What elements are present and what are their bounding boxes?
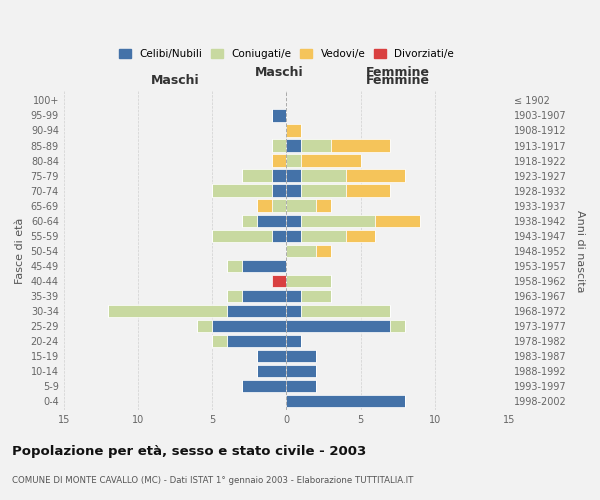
Bar	[272, 230, 286, 242]
Bar	[390, 320, 405, 332]
Bar	[212, 335, 227, 347]
Y-axis label: Anni di nascita: Anni di nascita	[575, 210, 585, 292]
Bar	[242, 260, 286, 272]
Bar	[286, 350, 316, 362]
Bar	[286, 200, 316, 212]
Bar	[257, 365, 286, 377]
Bar	[301, 214, 376, 227]
Bar	[286, 244, 316, 257]
Bar	[257, 350, 286, 362]
Bar	[257, 200, 272, 212]
Bar	[272, 110, 286, 122]
Bar	[286, 320, 390, 332]
Bar	[272, 274, 286, 287]
Bar	[301, 140, 331, 151]
Bar	[197, 320, 212, 332]
Bar	[316, 200, 331, 212]
Bar	[376, 214, 420, 227]
Bar	[346, 230, 376, 242]
Bar	[272, 170, 286, 182]
Bar	[286, 124, 301, 136]
Bar	[301, 170, 346, 182]
Bar	[301, 290, 331, 302]
Bar	[212, 230, 272, 242]
Bar	[242, 214, 257, 227]
Bar	[346, 170, 405, 182]
Bar	[286, 365, 316, 377]
Bar	[286, 170, 301, 182]
Bar	[286, 290, 301, 302]
Bar	[212, 184, 272, 197]
Bar	[109, 304, 227, 317]
Bar	[286, 304, 301, 317]
Bar	[301, 304, 390, 317]
Bar	[286, 214, 301, 227]
Bar	[272, 184, 286, 197]
Text: Maschi: Maschi	[151, 74, 199, 87]
Legend: Celibi/Nubili, Coniugati/e, Vedovi/e, Divorziati/e: Celibi/Nubili, Coniugati/e, Vedovi/e, Di…	[115, 46, 457, 62]
Text: Maschi: Maschi	[254, 66, 303, 78]
Bar	[272, 140, 286, 151]
Bar	[227, 304, 286, 317]
Text: Femmine: Femmine	[365, 74, 430, 87]
Bar	[346, 184, 390, 197]
Bar	[227, 335, 286, 347]
Bar	[212, 320, 286, 332]
Bar	[242, 170, 272, 182]
Bar	[227, 260, 242, 272]
Bar	[286, 184, 301, 197]
Bar	[286, 154, 301, 166]
Y-axis label: Fasce di età: Fasce di età	[15, 218, 25, 284]
Bar	[301, 154, 361, 166]
Text: COMUNE DI MONTE CAVALLO (MC) - Dati ISTAT 1° gennaio 2003 - Elaborazione TUTTITA: COMUNE DI MONTE CAVALLO (MC) - Dati ISTA…	[12, 476, 413, 485]
Bar	[301, 230, 346, 242]
Text: Popolazione per età, sesso e stato civile - 2003: Popolazione per età, sesso e stato civil…	[12, 444, 366, 458]
Bar	[316, 244, 331, 257]
Bar	[301, 184, 346, 197]
Text: Femmine: Femmine	[365, 66, 430, 78]
Bar	[286, 395, 405, 407]
Bar	[286, 380, 316, 392]
Bar	[286, 335, 301, 347]
Bar	[272, 154, 286, 166]
Bar	[331, 140, 390, 151]
Bar	[286, 230, 301, 242]
Bar	[257, 214, 286, 227]
Bar	[286, 140, 301, 151]
Bar	[286, 274, 331, 287]
Bar	[272, 200, 286, 212]
Bar	[227, 290, 242, 302]
Bar	[242, 290, 286, 302]
Bar	[242, 380, 286, 392]
